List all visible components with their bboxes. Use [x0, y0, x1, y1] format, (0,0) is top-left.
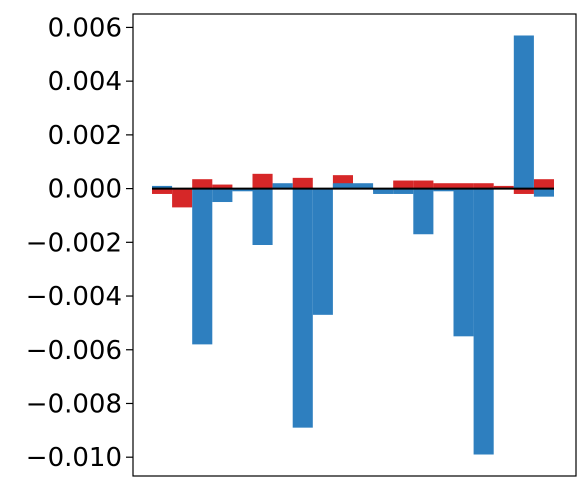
blue-bar-12 [373, 188, 394, 194]
blue-bar-7 [272, 183, 293, 189]
blue-bar-1 [152, 185, 173, 189]
red-bar-6 [252, 173, 273, 189]
blue-series [152, 35, 554, 455]
y-tick-label: −0.010 [26, 443, 122, 473]
red-bar-16 [453, 183, 474, 189]
plot-frame [132, 13, 577, 477]
blue-bar-9 [312, 188, 333, 315]
red-bar-13 [393, 180, 414, 189]
red-bar-1 [152, 188, 173, 194]
y-tick-label: −0.008 [26, 389, 122, 419]
blue-bar-13 [393, 188, 414, 194]
y-tick-label: −0.002 [26, 228, 122, 258]
y-tick-label: 0.002 [48, 121, 122, 151]
y-tick-label: −0.006 [26, 336, 122, 366]
blue-bar-4 [212, 188, 233, 203]
red-bar-2 [172, 188, 193, 208]
blue-bar-6 [252, 188, 273, 245]
red-bar-14 [413, 180, 434, 189]
red-bar-4 [212, 184, 233, 189]
red-bar-17 [473, 183, 494, 189]
red-bar-15 [433, 183, 454, 189]
blue-bar-3 [192, 188, 213, 345]
red-bar-19 [513, 188, 534, 194]
blue-bar-8 [292, 188, 313, 428]
y-tick-label: −0.004 [26, 282, 122, 312]
y-axis: 0.006 0.004 0.002 0.000 −0.002 −0.004 −0.006 −0… [26, 13, 133, 473]
red-bar-20 [533, 179, 554, 189]
y-tick-label: 0.006 [48, 13, 122, 43]
blue-bar-20 [533, 188, 554, 197]
blue-bar-11 [353, 183, 374, 189]
red-bar-8 [292, 177, 313, 189]
blue-bar-10 [332, 183, 353, 189]
blue-bar-15 [433, 188, 454, 192]
blue-bar-14 [413, 188, 434, 235]
red-bar-18 [493, 185, 514, 189]
y-tick-label: 0.000 [48, 175, 122, 205]
blue-bar-16 [453, 188, 474, 337]
blue-bar-5 [232, 188, 253, 192]
blue-bar-19 [513, 35, 534, 189]
blue-bar-17 [473, 188, 494, 455]
red-bar-3 [192, 179, 213, 189]
y-tick-label: 0.004 [48, 67, 122, 97]
